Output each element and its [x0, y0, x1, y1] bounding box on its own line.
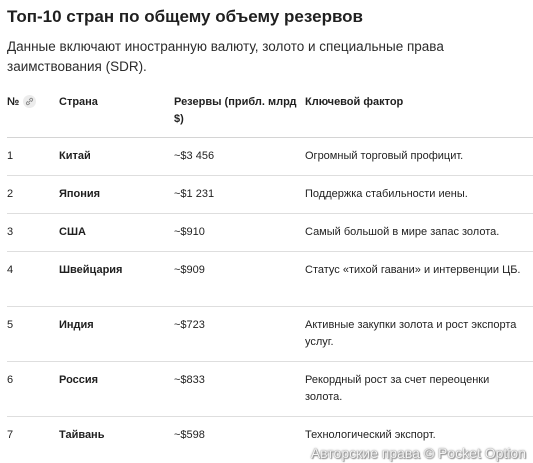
cell-reserves: ~$598 — [174, 429, 205, 441]
copyright-watermark: Авторские права © Pocket Option — [310, 445, 526, 461]
cell-factor: Статус «тихой гавани» и интервенции ЦБ. — [305, 251, 533, 307]
table-row: 7 Тайвань ~$598 Технологический экспорт. — [7, 417, 533, 455]
cell-factor: Огромный торговый профицит. — [305, 137, 533, 176]
table-row: 2 Япония ~$1 231 Поддержка стабильности … — [7, 175, 533, 214]
table-header-row: № Страна Резервы (прибл. млрд $) Ключево… — [7, 86, 533, 138]
table-row: 4 Швейцария ~$909 Статус «тихой гавани» … — [7, 251, 533, 307]
cell-country: Тайвань — [59, 429, 105, 441]
column-header-reserves: Резервы (прибл. млрд $) — [174, 86, 305, 138]
cell-country: Швейцария — [59, 251, 174, 307]
table-row: 6 Россия ~$833 Рекордный рост за счет пе… — [7, 361, 533, 417]
cell-num: 6 — [7, 361, 59, 417]
cell-num: 4 — [7, 251, 59, 307]
column-header-factor: Ключевой фактор — [305, 86, 533, 138]
cell-country: Китай — [59, 137, 174, 176]
table-row: 5 Индия ~$723 Активные закупки золота и … — [7, 306, 533, 362]
cell-country: Россия — [59, 361, 174, 417]
column-header-num: № — [7, 86, 59, 138]
table-row: 3 США ~$910 Самый большой в мире запас з… — [7, 213, 533, 252]
column-header-country: Страна — [59, 86, 174, 138]
cell-num: 7 — [7, 429, 14, 441]
cell-reserves: ~$723 — [174, 306, 305, 362]
cell-num: 5 — [7, 306, 59, 362]
table-row: 1 Китай ~$3 456 Огромный торговый профиц… — [7, 137, 533, 176]
page-subtitle: Данные включают иностранную валюту, золо… — [7, 39, 444, 74]
cell-num: 2 — [7, 175, 59, 214]
column-header-num-label: № — [7, 96, 20, 108]
cell-factor: Активные закупки золота и рост экспорта … — [305, 306, 533, 362]
cell-reserves: ~$910 — [174, 213, 305, 252]
reserves-table: № Страна Резервы (прибл. млрд $) Ключево… — [7, 86, 533, 454]
cell-num: 3 — [7, 213, 59, 252]
cell-reserves: ~$3 456 — [174, 137, 305, 176]
cell-factor: Технологический экспорт. — [305, 429, 436, 441]
cell-reserves: ~$909 — [174, 251, 305, 307]
cell-country: США — [59, 213, 174, 252]
page-title: Топ-10 стран по общему объему резервов — [7, 7, 364, 26]
link-icon[interactable] — [23, 95, 37, 108]
cell-factor: Самый большой в мире запас золота. — [305, 213, 533, 252]
cell-reserves: ~$1 231 — [174, 175, 305, 214]
cell-factor: Поддержка стабильности иены. — [305, 175, 533, 214]
cell-factor: Рекордный рост за счет переоценки золота… — [305, 361, 533, 417]
cell-country: Индия — [59, 306, 174, 362]
cell-country: Япония — [59, 175, 174, 214]
cell-num: 1 — [7, 137, 59, 176]
cell-reserves: ~$833 — [174, 361, 305, 417]
